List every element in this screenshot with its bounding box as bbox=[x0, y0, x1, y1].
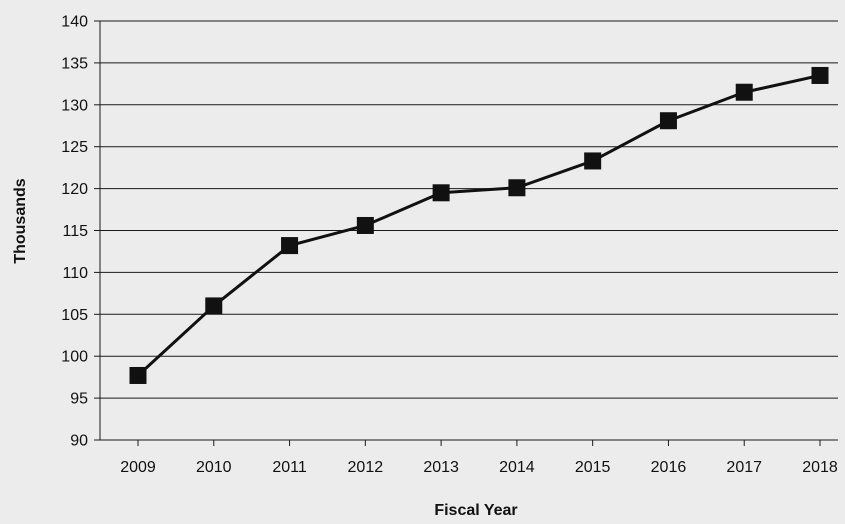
y-tick-label: 110 bbox=[62, 265, 88, 282]
x-tick-label: 2009 bbox=[120, 459, 156, 476]
series bbox=[129, 66, 829, 384]
y-tick-label: 130 bbox=[61, 97, 88, 114]
x-tick-label: 2016 bbox=[651, 459, 687, 476]
data-point-2013 bbox=[432, 184, 450, 202]
y-tick-label: 125 bbox=[61, 139, 88, 156]
axes bbox=[94, 20, 838, 446]
y-tick-label: 120 bbox=[61, 181, 88, 198]
x-tick-label: 2013 bbox=[423, 459, 459, 476]
y-tick-label: 100 bbox=[61, 349, 88, 366]
data-point-2015 bbox=[584, 152, 602, 170]
x-tick-label: 2010 bbox=[196, 459, 232, 476]
y-tick-label: 135 bbox=[61, 55, 88, 72]
x-tick-label: 2018 bbox=[802, 459, 838, 476]
y-tick-label: 105 bbox=[61, 307, 88, 324]
x-tick-label: 2012 bbox=[348, 459, 384, 476]
series-line bbox=[136, 74, 821, 377]
data-point-2018 bbox=[811, 66, 829, 84]
x-tick-label: 2017 bbox=[726, 459, 762, 476]
x-axis-title: Fiscal Year bbox=[434, 502, 517, 519]
data-point-2010 bbox=[205, 297, 223, 315]
data-point-2014 bbox=[508, 179, 526, 197]
data-point-2012 bbox=[356, 216, 374, 234]
gridlines bbox=[100, 20, 838, 399]
data-point-2017 bbox=[735, 83, 753, 101]
y-tick-label: 140 bbox=[61, 14, 88, 31]
x-tick-label: 2014 bbox=[499, 459, 535, 476]
y-axis-title: Thousands bbox=[12, 178, 29, 263]
data-point-2011 bbox=[281, 237, 299, 255]
data-point-2016 bbox=[659, 112, 677, 130]
x-tick-label: 2011 bbox=[272, 459, 307, 476]
tick-labels: 90 95 100 105 110 115 120 125 130 135 140 2009 2010 2… bbox=[61, 14, 838, 477]
y-tick-label: 115 bbox=[62, 223, 88, 240]
y-tick-label: 95 bbox=[70, 391, 88, 408]
y-tick-label: 90 bbox=[70, 433, 88, 450]
x-tick-label: 2015 bbox=[575, 459, 611, 476]
data-point-2009 bbox=[129, 366, 147, 384]
